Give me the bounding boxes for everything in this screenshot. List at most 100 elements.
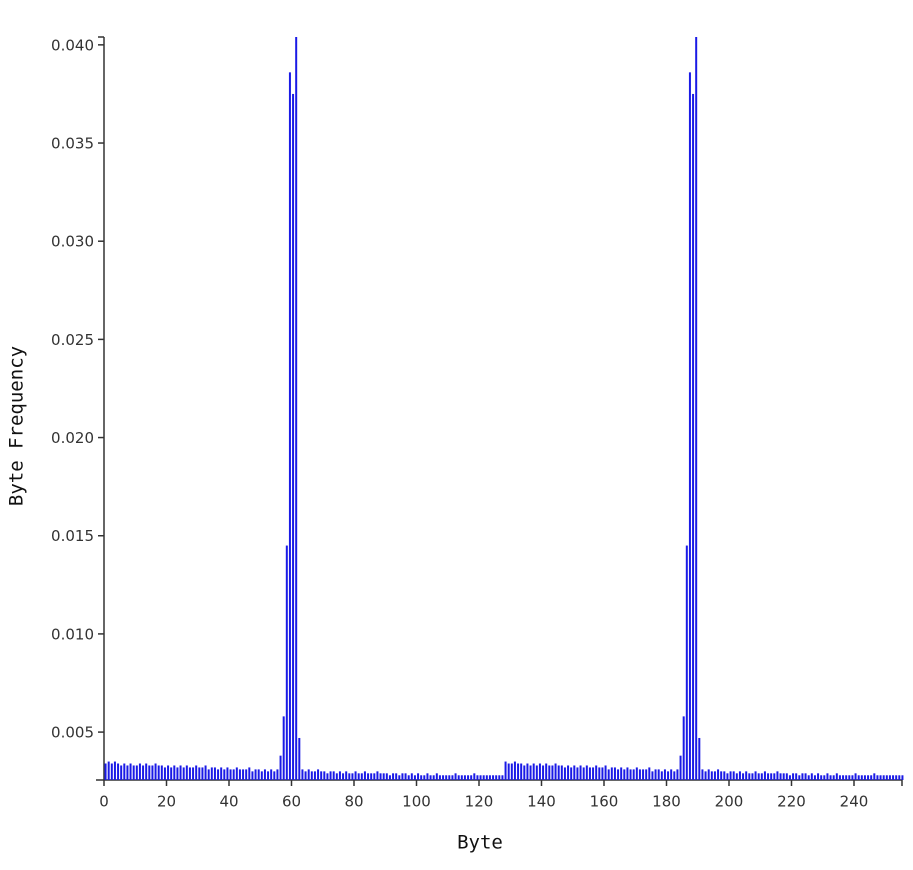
bar — [707, 769, 710, 780]
bar — [426, 773, 429, 780]
bar — [254, 769, 257, 780]
bar — [607, 769, 610, 780]
x-tick-label: 160 — [590, 793, 619, 811]
bar — [548, 765, 551, 780]
bar — [667, 771, 670, 780]
bar — [570, 767, 573, 780]
bar — [392, 773, 395, 780]
bar — [698, 737, 701, 780]
bar — [717, 769, 720, 780]
bar — [742, 773, 745, 780]
bar — [367, 773, 370, 780]
bar — [198, 767, 201, 780]
bar — [379, 773, 382, 780]
bar — [638, 769, 641, 780]
bar — [617, 769, 620, 780]
bar — [835, 773, 838, 780]
bar — [345, 771, 348, 780]
bar — [676, 769, 679, 780]
bar — [448, 775, 451, 780]
bar — [692, 93, 695, 781]
x-tick-label: 200 — [715, 793, 744, 811]
bar — [479, 775, 482, 780]
bar — [357, 773, 360, 780]
x-tick-label: 120 — [465, 793, 494, 811]
bar — [273, 771, 276, 780]
bar — [754, 771, 757, 780]
bar — [388, 775, 391, 780]
bar — [713, 771, 716, 780]
x-tick-label: 180 — [652, 793, 681, 811]
bar — [401, 773, 404, 780]
bar — [460, 775, 463, 780]
bar — [495, 775, 498, 780]
bar — [329, 771, 332, 780]
bar — [107, 761, 110, 780]
bar — [217, 769, 220, 780]
bar — [804, 773, 807, 780]
bar — [398, 775, 401, 780]
bar — [757, 773, 760, 780]
bar — [854, 773, 857, 780]
bar — [276, 769, 279, 780]
bar — [142, 765, 145, 780]
bar — [832, 775, 835, 780]
bar — [807, 775, 810, 780]
bar — [610, 767, 613, 780]
bar — [404, 773, 407, 780]
bar — [604, 765, 607, 780]
y-tick-label: 0.015 — [51, 527, 94, 545]
bar — [423, 775, 426, 780]
bar — [863, 775, 866, 780]
bar — [363, 771, 366, 780]
y-tick-label: 0.025 — [51, 331, 94, 349]
bar — [110, 763, 113, 780]
bar — [501, 775, 504, 780]
bar — [845, 775, 848, 780]
bar — [488, 775, 491, 780]
bar — [751, 773, 754, 780]
bar — [348, 773, 351, 780]
bar — [232, 769, 235, 780]
bar — [245, 769, 248, 780]
bar — [320, 771, 323, 780]
bar — [663, 769, 666, 780]
bar — [642, 769, 645, 780]
bar — [595, 765, 598, 780]
bar — [729, 771, 732, 780]
bar — [776, 771, 779, 780]
y-tick-label: 0.035 — [51, 135, 94, 153]
bar — [723, 771, 726, 780]
bar — [454, 773, 457, 780]
bar — [613, 767, 616, 780]
bar — [207, 769, 210, 780]
bar — [573, 765, 576, 780]
bar — [654, 769, 657, 780]
bar — [385, 773, 388, 780]
bar — [567, 765, 570, 780]
bar — [432, 775, 435, 780]
bar — [767, 773, 770, 780]
bar — [510, 763, 513, 780]
bar — [738, 771, 741, 780]
bar — [648, 767, 651, 780]
bar — [170, 767, 173, 780]
bar — [251, 771, 254, 780]
bar — [451, 775, 454, 780]
bar — [235, 767, 238, 780]
bar — [435, 773, 438, 780]
bar — [442, 775, 445, 780]
bar — [157, 765, 160, 780]
bar — [779, 773, 782, 780]
bar — [554, 763, 557, 780]
bar — [598, 767, 601, 780]
bar — [257, 769, 260, 780]
bar — [317, 769, 320, 780]
y-tick-label: 0.030 — [51, 233, 94, 251]
bar — [873, 773, 876, 780]
bar — [376, 771, 379, 780]
bar — [129, 763, 132, 780]
bar — [429, 775, 432, 780]
bar — [182, 767, 185, 780]
bar — [838, 775, 841, 780]
